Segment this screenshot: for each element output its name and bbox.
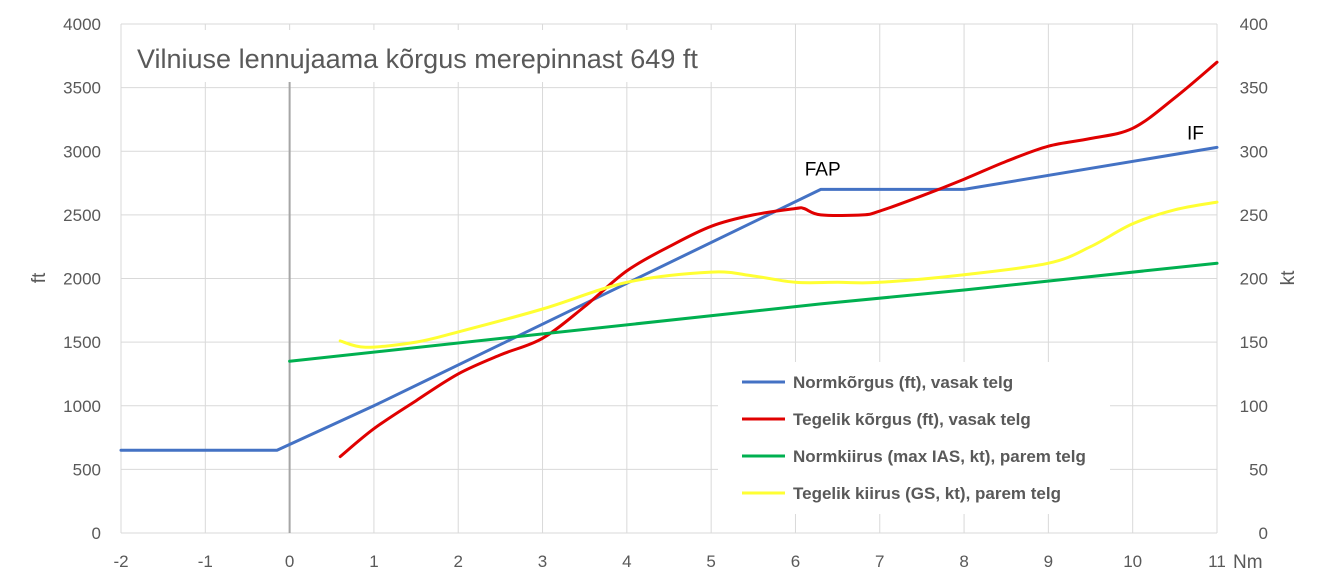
y-axis-title: ft xyxy=(29,272,50,283)
x-tick-label-9: 7 xyxy=(875,552,884,571)
y-tick-label-7: 3500 xyxy=(63,79,101,98)
x-axis-title: Nm xyxy=(1233,552,1263,573)
y-tick-label-8: 4000 xyxy=(63,15,101,34)
x-tick-label-2: 0 xyxy=(285,552,294,571)
x-tick-label-3: 1 xyxy=(369,552,378,571)
y2-tick-label-2: 100 xyxy=(1240,397,1268,416)
x-tick-label-0: -2 xyxy=(113,552,128,571)
legend-label-1: Tegelik kõrgus (ft), vasak telg xyxy=(793,410,1031,429)
annotations: FAP IF xyxy=(805,123,1204,180)
chart-title-background xyxy=(124,30,764,82)
legend-label-0: Normkõrgus (ft), vasak telg xyxy=(793,373,1013,392)
x-tick-label-10: 8 xyxy=(959,552,968,571)
x-tick-label-8: 6 xyxy=(791,552,800,571)
legend-label-2: Normkiirus (max IAS, kt), parem telg xyxy=(793,447,1086,466)
y2-tick-label-1: 50 xyxy=(1249,460,1268,479)
y2-tick-label-8: 400 xyxy=(1240,15,1268,34)
series-line-2 xyxy=(288,261,1219,363)
y-tick-label-6: 3000 xyxy=(63,142,101,161)
y-tick-label-0: 0 xyxy=(92,524,101,543)
series-line-1 xyxy=(338,60,1219,459)
y2-tick-label-3: 150 xyxy=(1240,333,1268,352)
y-tick-label-2: 1000 xyxy=(63,397,101,416)
series-lines xyxy=(119,60,1219,459)
legend-background xyxy=(718,362,1110,514)
grid xyxy=(120,23,1218,534)
chart-title: Vilniuse lennujaama kõrgus merepinnast 6… xyxy=(137,44,698,74)
y-tick-label-3: 1500 xyxy=(63,333,101,352)
y2-tick-label-6: 300 xyxy=(1240,142,1268,161)
x-tick-label-5: 3 xyxy=(538,552,547,571)
x-tick-label-4: 2 xyxy=(453,552,462,571)
y2-tick-labels: 0 50 100 150 200 250 300 350 400 xyxy=(1240,15,1268,543)
y-tick-labels: 0 500 1000 1500 2000 2500 3000 3500 4000 xyxy=(63,15,101,543)
x-tick-labels: -2 -1 0 1 2 3 4 5 6 7 8 9 10 11 xyxy=(113,552,1225,571)
y2-tick-label-0: 0 xyxy=(1259,524,1268,543)
x-tick-label-12: 10 xyxy=(1123,552,1142,571)
x-tick-label-11: 9 xyxy=(1044,552,1053,571)
x-tick-label-13: 11 xyxy=(1208,552,1226,571)
legend: Normkõrgus (ft), vasak telg Tegelik kõrg… xyxy=(718,362,1110,514)
x-tick-label-7: 5 xyxy=(706,552,715,571)
x-tick-label-1: -1 xyxy=(198,552,213,571)
y2-tick-label-4: 200 xyxy=(1240,270,1268,289)
annotation-0: FAP xyxy=(805,159,841,180)
y2-tick-label-5: 250 xyxy=(1240,206,1268,225)
annotation-1: IF xyxy=(1187,123,1204,144)
y2-tick-label-7: 350 xyxy=(1240,79,1268,98)
y2-axis-title: kt xyxy=(1278,270,1299,286)
legend-label-3: Tegelik kiirus (GS, kt), parem telg xyxy=(793,484,1061,503)
y-tick-label-1: 500 xyxy=(73,460,101,479)
y-tick-label-4: 2000 xyxy=(63,270,101,289)
x-tick-label-6: 4 xyxy=(622,552,631,571)
y-tick-label-5: 2500 xyxy=(63,206,101,225)
series-line-3 xyxy=(338,200,1219,349)
